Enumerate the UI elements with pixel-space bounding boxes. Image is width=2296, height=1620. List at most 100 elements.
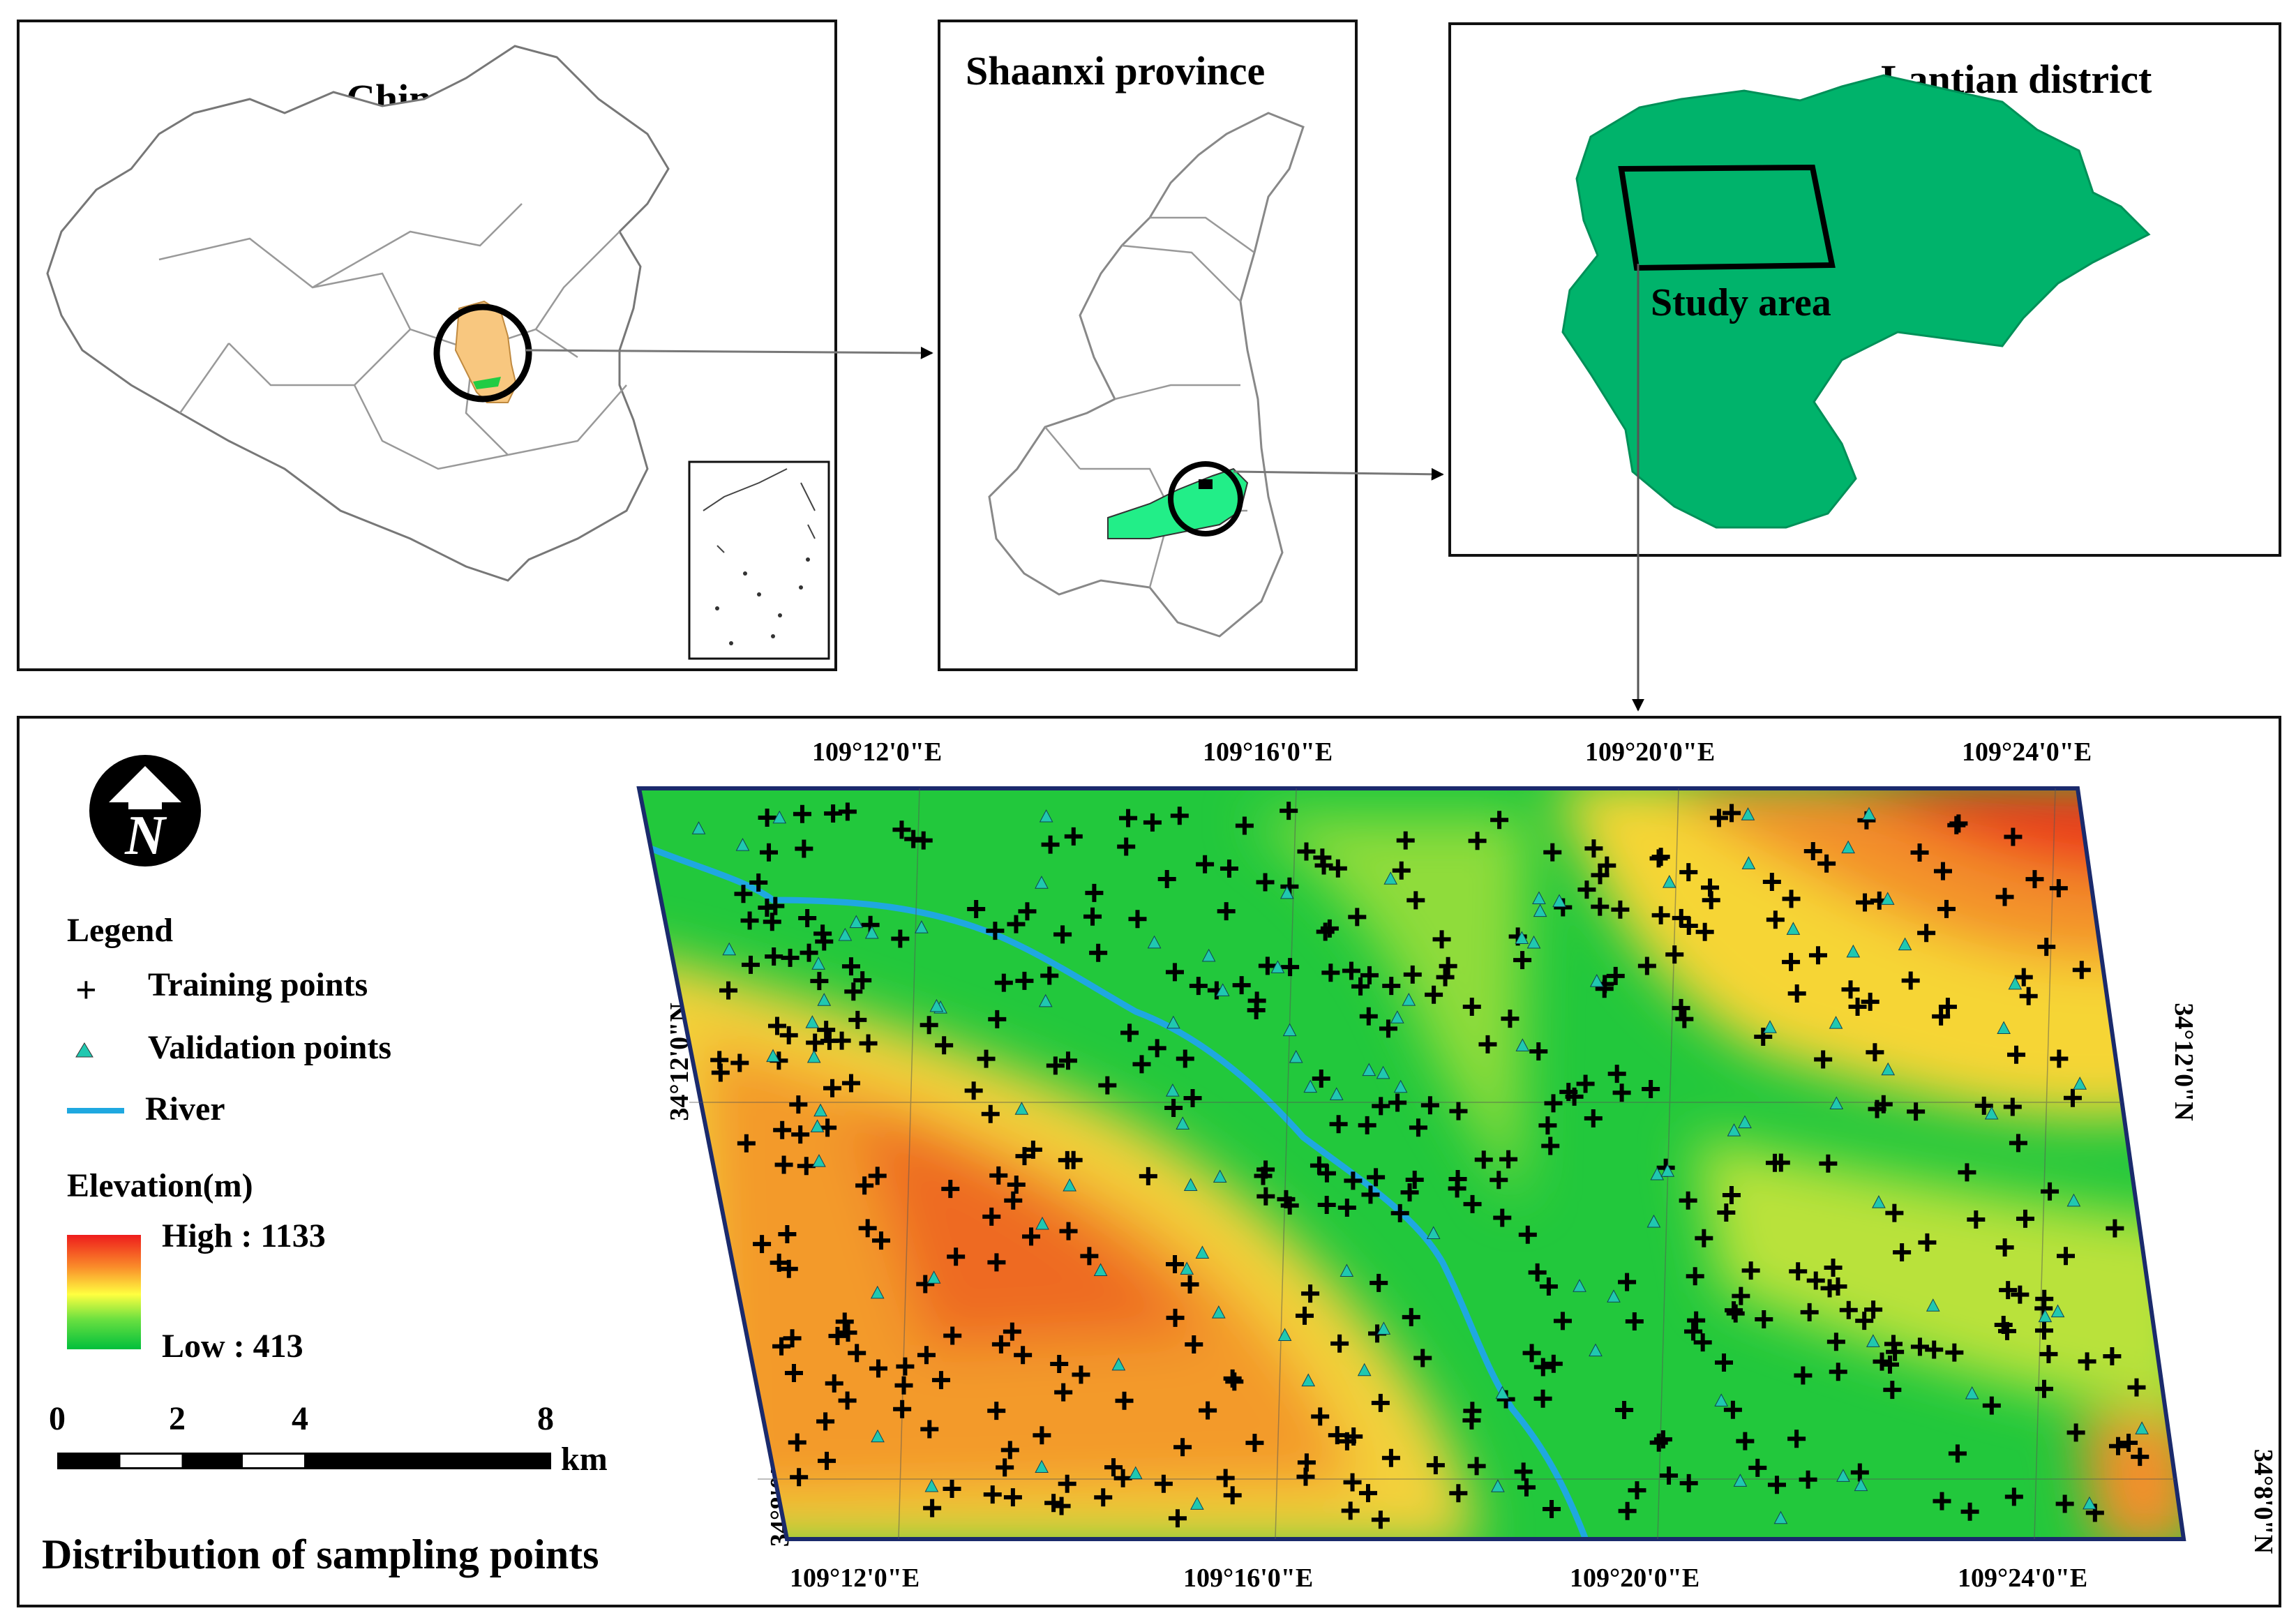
training-point xyxy=(1128,910,1147,929)
training-point xyxy=(1782,890,1801,908)
lon-bottom-3: 109°20'0"E xyxy=(1570,1563,1700,1593)
training-point xyxy=(1388,1093,1407,1112)
training-point xyxy=(740,911,759,930)
training-point xyxy=(1119,809,1138,827)
training-point xyxy=(1628,1481,1646,1500)
river-line-icon xyxy=(67,1108,124,1113)
lantian-panel: Lantian district Study area xyxy=(1448,22,2281,557)
training-point xyxy=(1379,1019,1397,1038)
validation-point xyxy=(735,838,750,851)
lantian-highlight-small xyxy=(473,377,501,389)
training-point xyxy=(1372,1097,1390,1116)
training-point xyxy=(2063,1088,2082,1107)
scale-unit: km xyxy=(561,1441,608,1478)
training-point xyxy=(1918,1233,1937,1252)
training-point xyxy=(1901,971,1920,990)
training-point xyxy=(779,1259,798,1278)
validation-point xyxy=(812,1154,826,1167)
training-point xyxy=(1148,1039,1166,1058)
training-point xyxy=(1814,1050,1833,1069)
validation-point xyxy=(1301,1373,1316,1387)
training-point xyxy=(1314,856,1333,875)
validation-point xyxy=(1650,1167,1665,1180)
validation-point xyxy=(805,1015,820,1028)
training-point xyxy=(1173,1438,1192,1457)
validation-point xyxy=(1773,1510,1788,1524)
validation-point xyxy=(1393,1079,1408,1093)
training-point xyxy=(1168,1509,1187,1528)
validation-point xyxy=(691,821,706,834)
training-point xyxy=(1054,1383,1073,1402)
training-point xyxy=(983,1485,1002,1504)
training-point xyxy=(1533,1358,1552,1377)
training-point xyxy=(1462,997,1481,1016)
validation-point xyxy=(1880,892,1895,905)
training-point xyxy=(987,1402,1006,1420)
training-point xyxy=(2014,968,2033,987)
training-point xyxy=(2127,1378,2146,1397)
validation-point xyxy=(1039,809,1053,823)
training-point xyxy=(1960,1502,1979,1521)
training-point xyxy=(1004,1191,1023,1210)
training-point xyxy=(1390,1203,1409,1222)
shaanxi-outline xyxy=(988,112,1305,638)
training-point xyxy=(1310,1156,1328,1175)
training-point xyxy=(1280,802,1298,820)
validation-point xyxy=(1573,1279,1586,1292)
training-point xyxy=(1606,966,1625,985)
training-point xyxy=(1826,1333,1845,1351)
training-point xyxy=(1080,1247,1099,1266)
training-point xyxy=(1517,1478,1536,1497)
training-point xyxy=(798,908,817,927)
training-point xyxy=(1771,1153,1790,1172)
training-point xyxy=(1695,1229,1713,1247)
training-point xyxy=(2035,1379,2054,1398)
training-point xyxy=(1329,1115,1348,1134)
training-point xyxy=(1317,1195,1336,1214)
training-point xyxy=(1432,930,1451,949)
training-point xyxy=(1615,1400,1634,1419)
training-point xyxy=(791,1125,810,1144)
training-point xyxy=(1359,1007,1378,1026)
training-point xyxy=(1245,1434,1264,1453)
training-point xyxy=(1296,1467,1315,1486)
training-point xyxy=(868,1167,887,1185)
training-point xyxy=(1675,1010,1694,1028)
training-point xyxy=(2049,879,2068,898)
training-point xyxy=(1945,1343,1964,1362)
training-point xyxy=(1883,1381,1902,1400)
lon-top-3: 109°20'0"E xyxy=(1585,737,1716,767)
training-point xyxy=(1559,1083,1578,1102)
validation-point xyxy=(1515,931,1529,944)
training-point xyxy=(1328,859,1347,878)
training-point xyxy=(1789,1262,1808,1281)
training-point xyxy=(734,885,753,903)
training-point xyxy=(730,1053,749,1072)
training-point xyxy=(1937,899,1956,918)
training-point xyxy=(2041,1182,2059,1201)
training-point xyxy=(832,1031,851,1050)
validation-point xyxy=(1176,1116,1190,1130)
training-point xyxy=(1543,843,1562,862)
validation-point xyxy=(1854,1478,1868,1492)
training-point xyxy=(810,972,829,991)
training-point xyxy=(1933,1492,1951,1510)
training-point xyxy=(1361,1185,1380,1204)
validation-point xyxy=(1607,1289,1621,1303)
training-point xyxy=(784,1363,803,1382)
north-arrow: N xyxy=(89,755,201,867)
validation-point xyxy=(1362,1063,1376,1077)
training-point xyxy=(1855,1312,1874,1330)
training-point xyxy=(1170,807,1189,825)
training-point xyxy=(1223,1369,1242,1388)
validation-point xyxy=(1526,935,1541,949)
training-point xyxy=(1316,922,1335,941)
training-point xyxy=(1053,925,1072,944)
validation-point xyxy=(1646,1214,1661,1228)
training-point xyxy=(1015,1147,1034,1166)
training-point xyxy=(858,1219,877,1238)
validation-point xyxy=(1926,1298,1940,1312)
validation-marker-icon xyxy=(75,1042,93,1058)
training-point xyxy=(1467,1457,1486,1476)
training-point xyxy=(817,1021,836,1040)
